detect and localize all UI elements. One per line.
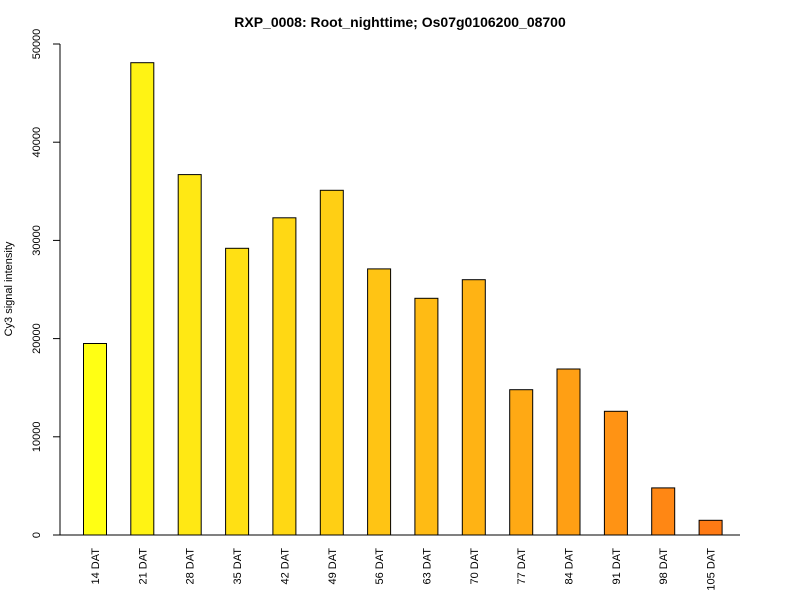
bar xyxy=(177,174,202,536)
y-axis: 0 10000 20000 30000 40000 50000 xyxy=(31,29,61,538)
x-tick-label: 70 DAT xyxy=(469,548,481,585)
bars xyxy=(83,62,723,536)
x-tick-label: 35 DAT xyxy=(232,548,244,585)
x-tick-label: 28 DAT xyxy=(185,548,197,585)
x-tick-label: 56 DAT xyxy=(374,548,386,585)
bar xyxy=(83,343,107,536)
x-tick-label: 63 DAT xyxy=(421,548,433,585)
x-axis: 14 DAT 21 DAT 28 DAT 35 DAT 42 DAT 49 DAT 56 D… xyxy=(60,534,740,591)
x-tick-label: 77 DAT xyxy=(516,548,528,585)
bar xyxy=(272,217,297,536)
x-tick-label: 91 DAT xyxy=(611,548,623,585)
y-tick-label: 40000 xyxy=(31,127,43,158)
y-tick-label: 50000 xyxy=(31,29,43,60)
chart-title: RXP_0008: Root_nighttime; Os07g0106200_0… xyxy=(234,14,566,30)
y-tick-label: 10000 xyxy=(31,422,43,453)
bar xyxy=(509,389,534,536)
bar xyxy=(130,62,155,536)
bar xyxy=(225,247,250,536)
bar xyxy=(651,487,676,536)
y-tick-label: 20000 xyxy=(31,323,43,354)
bar xyxy=(461,279,486,536)
x-tick-label: 105 DAT xyxy=(706,548,718,591)
x-tick-label: 49 DAT xyxy=(327,548,339,585)
x-tick-label: 84 DAT xyxy=(564,548,576,585)
x-tick-label: 98 DAT xyxy=(658,548,670,585)
x-tick-label: 14 DAT xyxy=(90,548,102,585)
bar xyxy=(603,410,628,536)
bar xyxy=(414,297,439,536)
y-axis-label: Cy3 signal intensity xyxy=(3,241,15,336)
bar xyxy=(319,189,344,536)
bar xyxy=(698,519,723,536)
bar xyxy=(367,268,392,536)
bar xyxy=(556,368,581,536)
x-tick-label: 42 DAT xyxy=(279,548,291,585)
x-tick-label: 21 DAT xyxy=(137,548,149,585)
y-tick-label: 30000 xyxy=(31,225,43,256)
y-tick-label: 0 xyxy=(31,532,43,538)
